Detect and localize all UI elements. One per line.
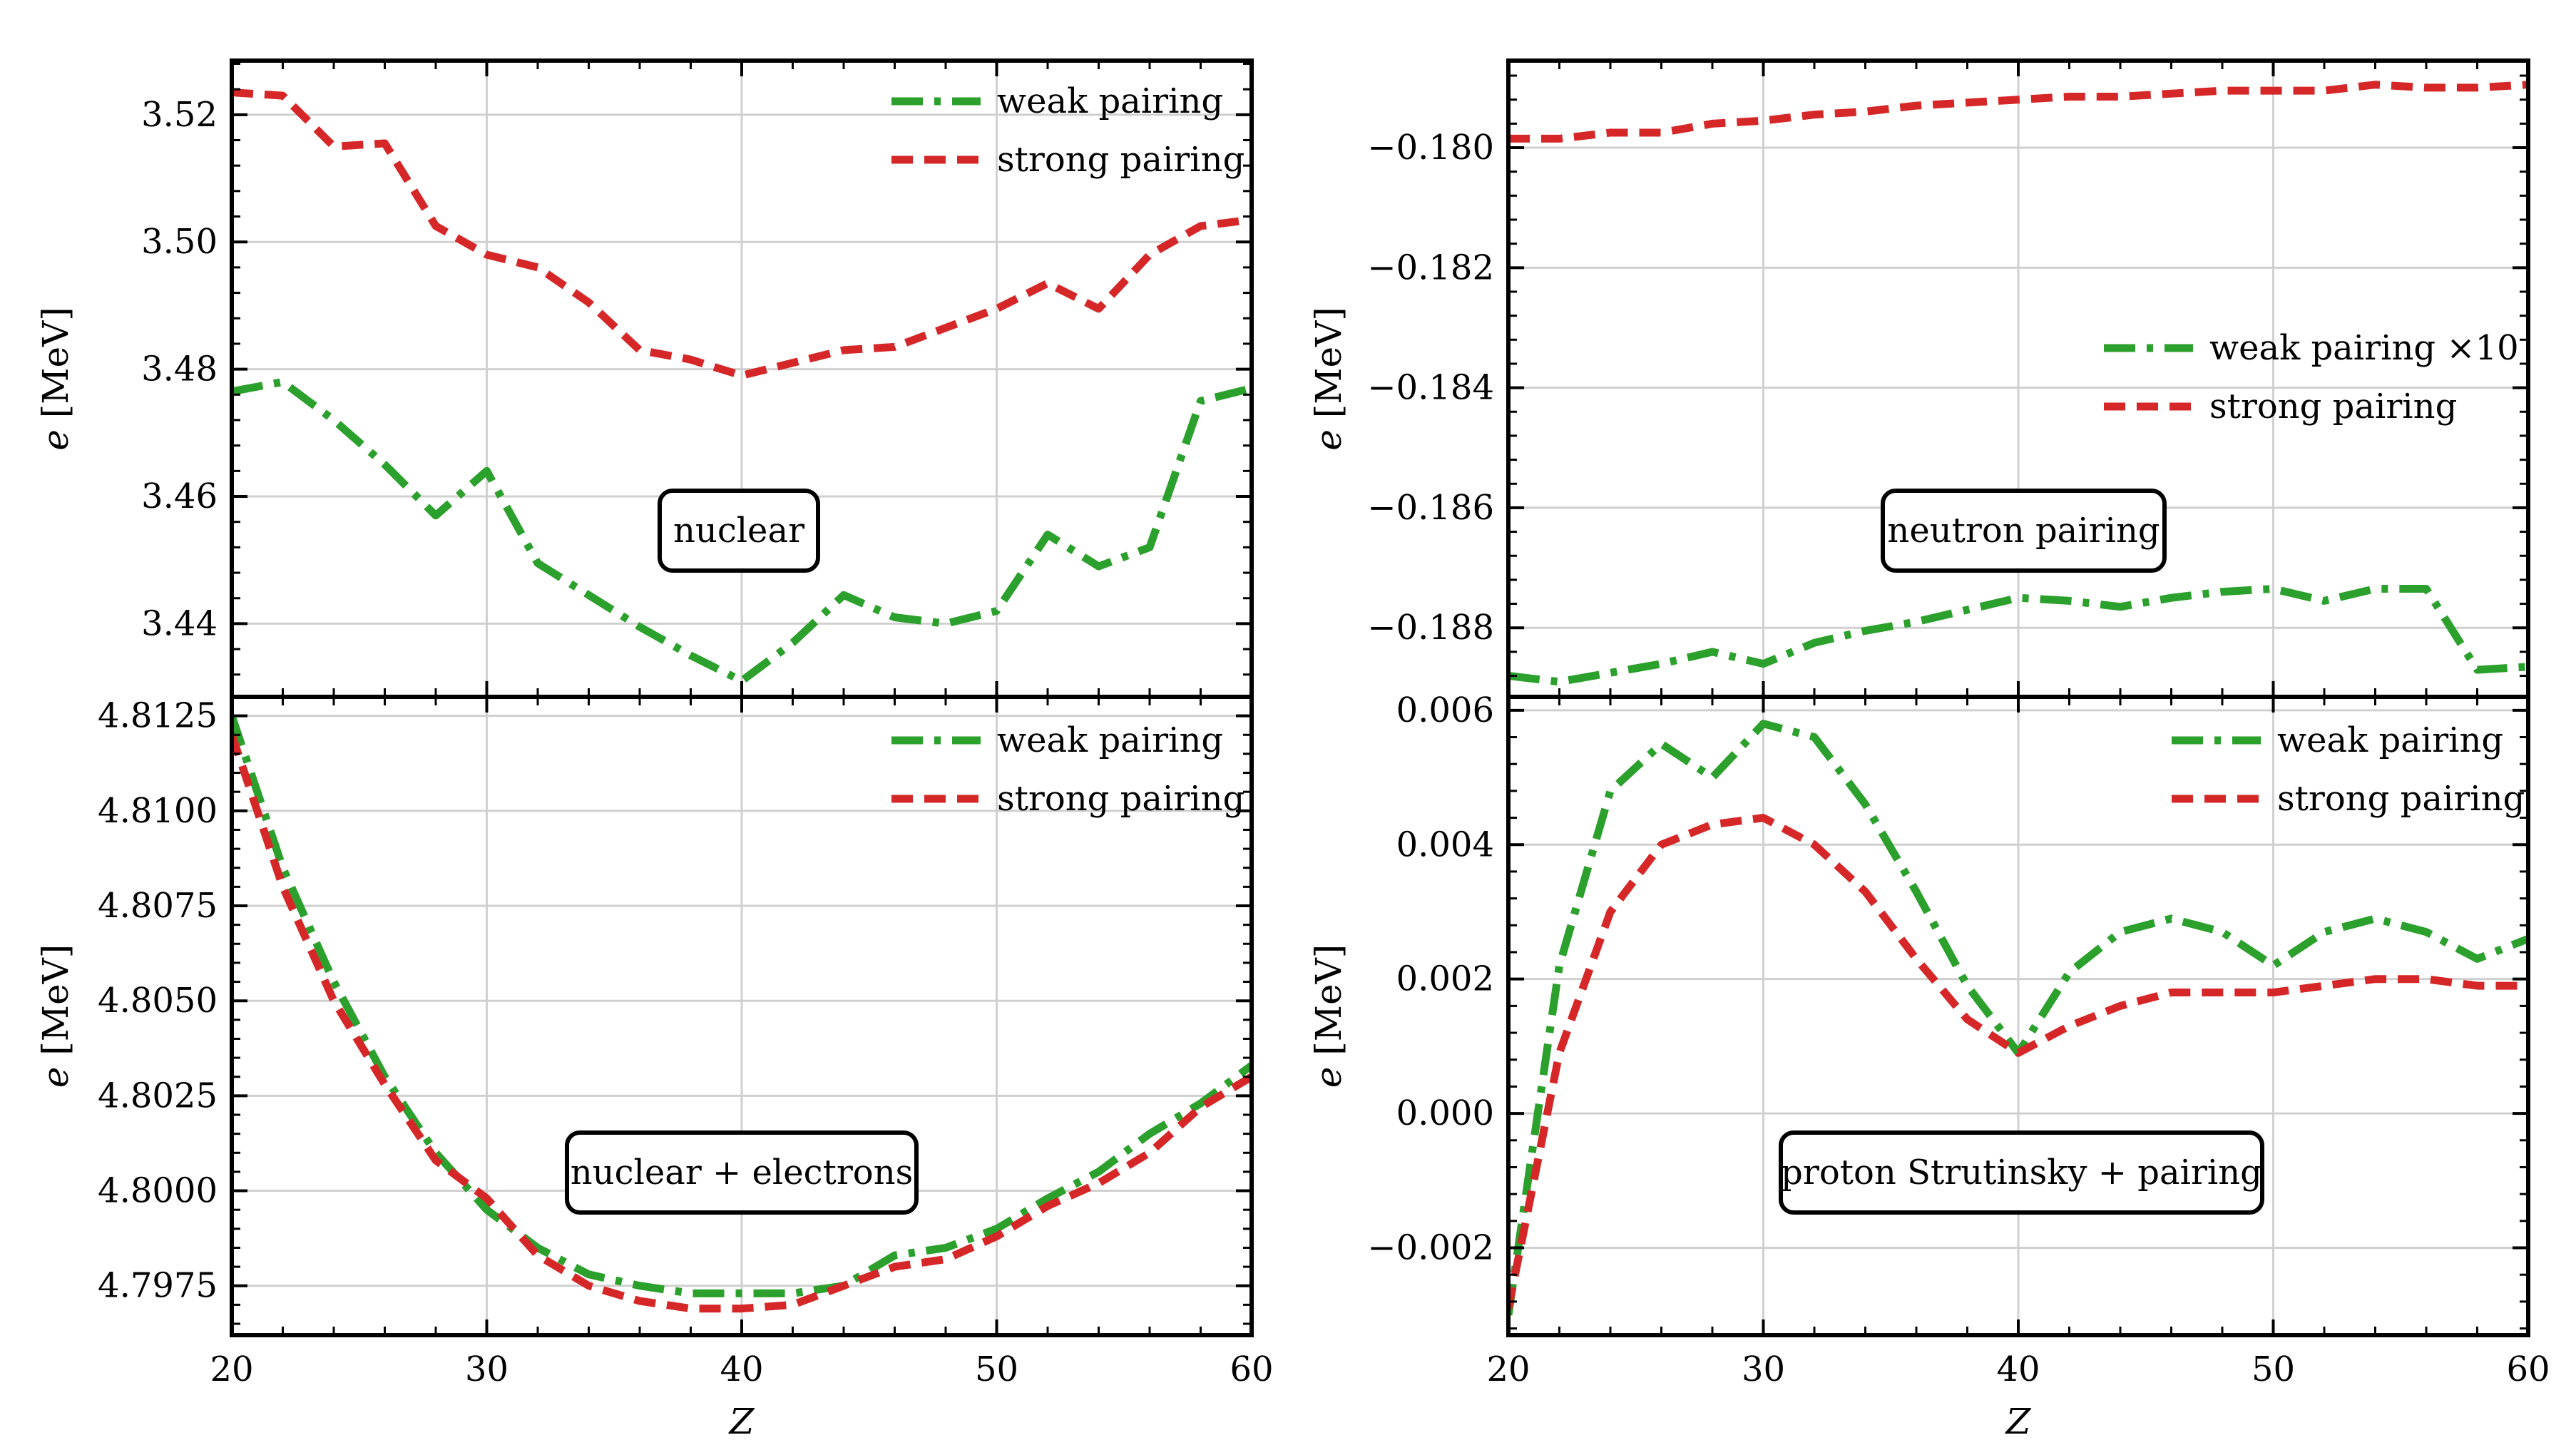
y-tick-label: 3.52 — [141, 95, 218, 135]
y-tick-label: 4.8000 — [98, 1171, 218, 1211]
y-axis-label: e [MeV] — [1308, 307, 1349, 450]
annotation-frame — [1881, 489, 2167, 573]
y-axis-label: e [MeV] — [35, 307, 76, 450]
y-tick-label: −0.002 — [1367, 1228, 1494, 1268]
panel-proton-strutinsky-pairing: −0.002 0.000 0.002 0.004 0.006 20 30 40 50 60 Ze [… — [1308, 690, 2550, 1442]
x-tick-label: 60 — [2506, 1349, 2550, 1389]
grid — [1508, 61, 2528, 697]
y-tick-label: 3.44 — [141, 603, 218, 643]
panel-neutron-pairing: −0.188 −0.186 −0.184 −0.182 −0.180 e [MeV] wea… — [1308, 58, 2530, 699]
annotation-box: nuclear + electrons — [565, 1130, 919, 1215]
y-tick-label: 4.8125 — [98, 696, 218, 736]
legend-label: strong pairing — [2209, 387, 2457, 427]
y-tick-label: 3.46 — [141, 476, 218, 516]
series-line-strong — [232, 88, 1252, 379]
x-tick-label: 50 — [975, 1349, 1018, 1389]
y-tick-label: 0.000 — [1396, 1093, 1494, 1133]
legend-label: weak pairing — [997, 720, 1223, 760]
x-tick-label: 30 — [465, 1349, 508, 1389]
x-axis-label: Z — [2005, 1401, 2032, 1442]
series-group — [1508, 720, 2528, 1316]
y-tick-label: 3.50 — [141, 222, 218, 262]
y-tick-label: −0.180 — [1367, 128, 1494, 168]
annotation-box: neutron pairing — [1881, 489, 2167, 573]
panel-nuclear-electrons: 4.7975 4.8000 4.8025 4.8050 4.8075 4.8100 4.81… — [35, 695, 1274, 1442]
y-tick-label: 4.8075 — [98, 886, 218, 926]
legend-label: strong pairing — [2277, 779, 2525, 819]
series-line-strong — [1508, 814, 2528, 1309]
y-tick-label: 4.8025 — [98, 1076, 218, 1115]
series-group — [232, 714, 1252, 1313]
legend: weak pairing ×10 strong pairing — [2104, 328, 2519, 427]
x-tick-label: 20 — [1486, 1349, 1530, 1389]
x-tick-label: 50 — [2252, 1349, 2295, 1389]
series-group — [1508, 81, 2528, 686]
annotation-label: nuclear + electrons — [571, 1153, 914, 1193]
legend-label: strong pairing — [997, 140, 1244, 180]
y-tick-label: 0.002 — [1396, 959, 1494, 999]
annotation-label: nuclear — [673, 511, 804, 551]
series-group — [232, 88, 1252, 685]
y-tick-label: −0.184 — [1367, 368, 1494, 408]
x-tick-label: 20 — [210, 1349, 253, 1389]
legend-label: weak pairing ×10 — [2209, 328, 2519, 368]
y-tick-label: 3.48 — [141, 349, 218, 389]
annotation-frame — [1779, 1130, 2264, 1215]
ticks — [1508, 697, 2528, 1335]
annotation-label: neutron pairing — [1887, 511, 2160, 551]
y-tick-label: 4.7975 — [98, 1266, 218, 1306]
y-tick-label: −0.188 — [1367, 608, 1494, 648]
series-line-weak — [232, 714, 1252, 1297]
y-axis-label: e [MeV] — [1308, 944, 1349, 1088]
x-tick-label: 40 — [1996, 1349, 2040, 1389]
series-line-strong — [232, 733, 1252, 1313]
series-line-weak — [1508, 585, 2528, 686]
annotation-box: proton Strutinsky + pairing — [1779, 1130, 2264, 1215]
y-tick-label: −0.182 — [1367, 247, 1494, 287]
panel-nuclear: 3.44 3.46 3.48 3.50 3.52 e [MeV] weak pairing s… — [35, 58, 1254, 699]
x-axis-label: Z — [728, 1401, 755, 1442]
ticks — [232, 61, 1252, 697]
legend-label: weak pairing — [2277, 720, 2503, 760]
ticks — [232, 697, 1252, 1335]
annotation-box: nuclear — [658, 489, 820, 573]
legend-label: weak pairing — [997, 81, 1223, 121]
y-tick-label: 4.8100 — [98, 791, 218, 831]
legend: weak pairing strong pairing — [891, 81, 1244, 180]
x-tick-label: 40 — [720, 1349, 763, 1389]
annotation-frame — [658, 489, 820, 573]
annotation-label: proton Strutinsky + pairing — [1781, 1153, 2262, 1193]
annotation-frame — [565, 1130, 919, 1215]
series-line-weak — [232, 378, 1252, 685]
y-tick-label: 0.006 — [1396, 690, 1494, 730]
x-tick-label: 30 — [1742, 1349, 1785, 1389]
y-axis-label: e [MeV] — [35, 944, 76, 1088]
y-tick-label: −0.186 — [1367, 488, 1494, 528]
legend: weak pairing strong pairing — [891, 720, 1244, 819]
legend-label: strong pairing — [997, 779, 1244, 819]
x-tick-label: 60 — [1230, 1349, 1273, 1389]
y-tick-label: 4.8050 — [98, 981, 218, 1021]
y-tick-label: 0.004 — [1396, 824, 1494, 864]
legend: weak pairing strong pairing — [2172, 720, 2525, 819]
series-line-strong — [1508, 81, 2528, 143]
